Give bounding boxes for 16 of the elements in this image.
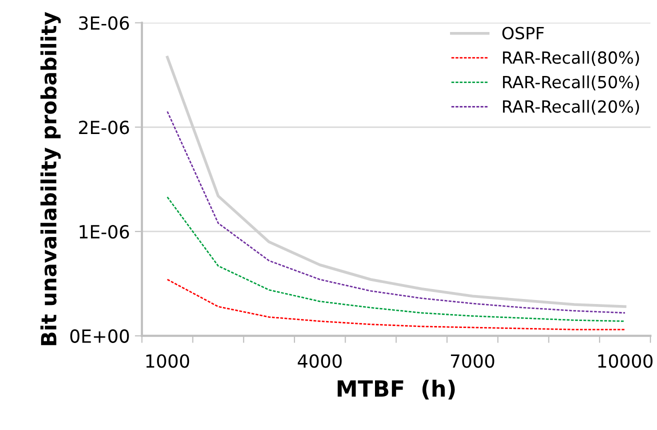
y-tick-label: 3E-06 (79, 16, 129, 30)
legend-label: RAR-Recall(50%) (503, 75, 639, 90)
line-series (166, 278, 626, 330)
legend-label: OSPF (502, 26, 544, 40)
legend-label: RAR-Recall(20%) (503, 100, 639, 115)
y-axis-title: Bit unavailability probability (40, 12, 61, 346)
x-tick-label: 1000 (146, 354, 190, 368)
x-tick-label: 4000 (298, 354, 342, 368)
legend-label: RAR-Recall(80%) (503, 50, 639, 66)
line-series (166, 196, 626, 322)
y-tick-label: 2E-06 (79, 120, 129, 134)
x-tick-label: 7000 (450, 354, 494, 368)
x-tick-label: 10000 (598, 354, 653, 368)
x-axis-title: MTBF (h) (338, 380, 455, 400)
y-tick-label: 1E-06 (80, 224, 129, 239)
y-tick-label: 0E+00 (70, 329, 129, 343)
